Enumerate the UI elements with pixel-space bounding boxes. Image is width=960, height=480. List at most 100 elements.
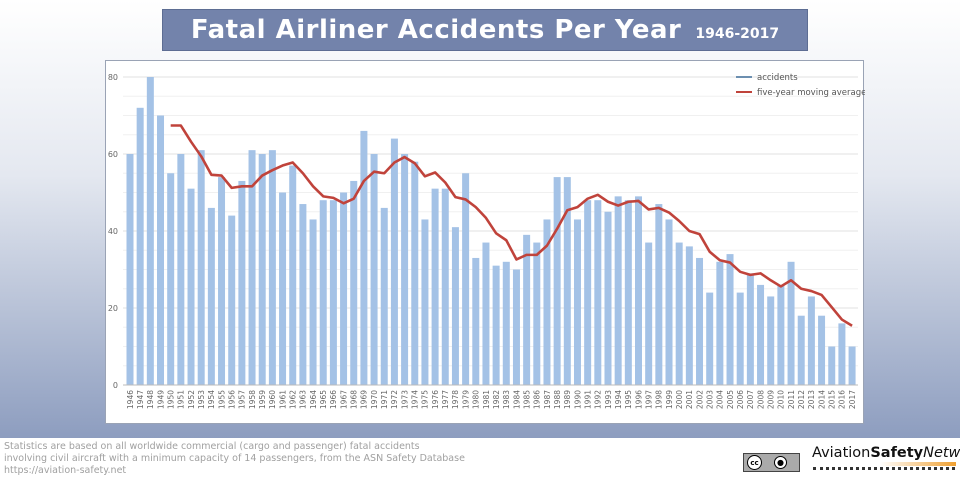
x-tick-label: 1983 (502, 390, 511, 409)
x-tick-label: 2004 (716, 390, 725, 409)
bar-1991 (584, 200, 592, 385)
logo-swoosh (880, 462, 956, 466)
x-tick-label: 1970 (370, 390, 379, 409)
x-tick-label: 2008 (756, 390, 765, 409)
x-tick-label: 2000 (675, 390, 684, 409)
x-tick-label: 1973 (400, 390, 409, 409)
bar-1962 (289, 165, 297, 385)
x-tick-label: 1946 (126, 390, 135, 409)
logo-text: Aviation (812, 445, 871, 461)
x-tick-label: 1955 (217, 390, 226, 409)
bar-1992 (594, 200, 602, 385)
bar-1952 (187, 188, 195, 385)
x-tick-label: 1994 (614, 390, 623, 409)
bar-1982 (492, 265, 500, 385)
x-tick-label: 2003 (705, 390, 714, 409)
x-tick-label: 1981 (482, 390, 491, 409)
bar-1980 (472, 257, 480, 385)
bar-1983 (502, 261, 510, 385)
logo-dots (813, 467, 955, 471)
bar-1953 (197, 150, 205, 385)
bar-1957 (238, 180, 246, 385)
x-tick-label: 2006 (736, 390, 745, 409)
x-tick-label: 1947 (136, 390, 145, 409)
bar-1955 (218, 177, 226, 385)
bar-1995 (624, 200, 632, 385)
x-tick-label: 1982 (492, 390, 501, 409)
x-tick-label: 1956 (228, 390, 237, 409)
x-tick-label: 1971 (380, 390, 389, 409)
bar-2016 (838, 323, 846, 385)
x-tick-label: 2014 (817, 390, 826, 409)
x-tick-label: 1976 (431, 390, 440, 409)
x-tick-label: 1963 (299, 390, 308, 409)
y-tick-label: 0 (113, 381, 118, 390)
x-tick-label: 1951 (177, 390, 186, 409)
bar-1999 (665, 219, 673, 385)
bar-1966 (329, 200, 337, 385)
bar-1965 (319, 200, 327, 385)
cc-icon: cc (747, 455, 762, 470)
bar-2000 (675, 242, 683, 385)
bar-1948 (146, 77, 154, 385)
x-tick-label: 1995 (624, 390, 633, 409)
bar-2010 (777, 284, 785, 385)
bar-1949 (157, 115, 165, 385)
x-tick-label: 1957 (238, 390, 247, 409)
bar-1977 (441, 188, 449, 385)
bar-1961 (279, 192, 287, 385)
footer-link[interactable]: https://aviation-safety.net (4, 465, 127, 476)
x-tick-label: 2015 (828, 390, 837, 409)
x-tick-label: 2013 (807, 390, 816, 409)
bar-1964 (309, 219, 317, 385)
y-tick-label: 40 (108, 227, 118, 236)
cc-by-license-badge[interactable]: cc ● (743, 453, 800, 472)
bar-1974 (411, 161, 419, 385)
bar-1976 (431, 188, 439, 385)
bar-2004 (716, 261, 724, 385)
bar-2011 (787, 261, 795, 385)
x-tick-label: 2011 (787, 390, 796, 409)
x-tick-label: 1950 (166, 390, 175, 409)
x-tick-label: 2007 (746, 390, 755, 409)
x-tick-label: 1975 (421, 390, 430, 409)
logo-text-bold: Safety (870, 445, 924, 461)
bar-1975 (421, 219, 429, 385)
bar-2003 (706, 292, 714, 385)
bar-1996 (635, 196, 642, 385)
x-tick-label: 1998 (655, 390, 664, 409)
bar-1968 (350, 180, 358, 385)
moving-average-line (170, 124, 853, 327)
x-tick-label: 1954 (207, 390, 216, 409)
x-tick-label: 2010 (777, 390, 786, 409)
bar-1989 (563, 177, 571, 385)
bar-2014 (818, 315, 826, 385)
x-tick-label: 1999 (665, 390, 674, 409)
x-tick-label: 1988 (553, 390, 562, 409)
bar-1984 (512, 269, 520, 385)
footer-line: Statistics are based on all worldwide co… (4, 441, 420, 452)
bar-1970 (370, 154, 378, 385)
bar-2009 (767, 296, 775, 385)
bar-1993 (604, 211, 612, 385)
x-tick-label: 1962 (289, 390, 298, 409)
x-tick-label: 1980 (472, 390, 481, 409)
y-tick-label: 80 (108, 73, 118, 82)
bar-1998 (655, 204, 663, 385)
x-tick-label: 1985 (522, 390, 531, 409)
x-tick-label: 1996 (634, 390, 643, 409)
x-tick-label: 1964 (309, 390, 318, 409)
x-tick-label: 2009 (767, 390, 776, 409)
x-tick-label: 1952 (187, 390, 196, 409)
bar-1954 (207, 207, 215, 385)
x-tick-label: 1979 (461, 390, 470, 409)
bar-1947 (136, 107, 144, 386)
bar-1979 (462, 173, 470, 385)
x-tick-label: 1978 (451, 390, 460, 409)
bar-1946 (126, 154, 134, 385)
footer-line: involving civil aircraft with a minimum … (4, 453, 465, 464)
legend-label-moving-average: five-year moving average (757, 88, 865, 98)
logo-text-italic: Network (923, 445, 960, 461)
asn-logo: AviationSafetyNetwork (812, 445, 960, 461)
